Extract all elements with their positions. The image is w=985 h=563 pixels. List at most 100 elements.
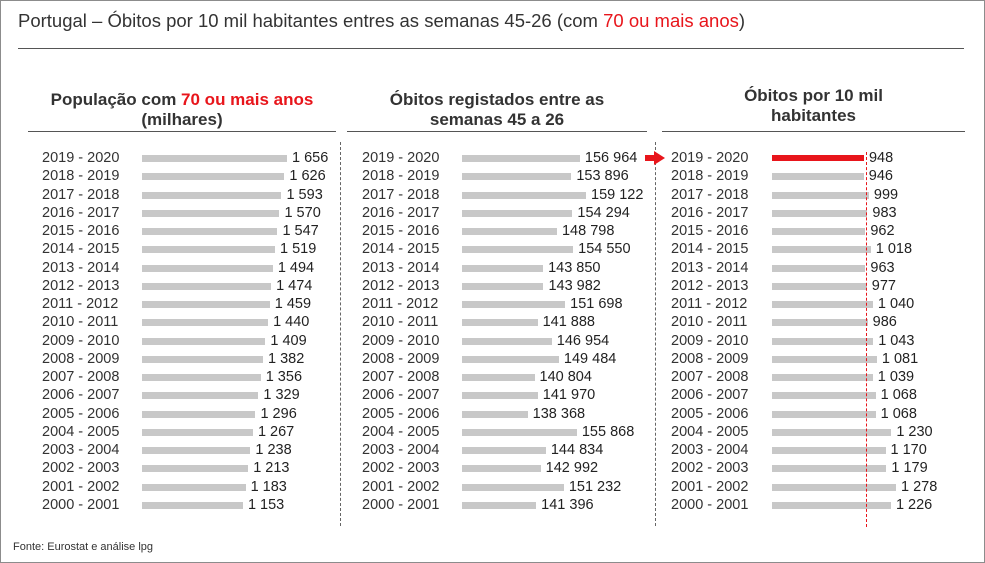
category-label-deaths: 2008 - 2009 (362, 350, 440, 367)
value-label-population: 1 238 (255, 442, 292, 458)
category-label-population: 2018 - 2019 (42, 168, 120, 185)
value-label-rate: 983 (872, 204, 897, 221)
category-label-rate: 2008 - 2009 (671, 350, 749, 367)
value-label-deaths: 148 798 (561, 223, 615, 239)
bar-population (142, 301, 270, 308)
category-label-population: 2009 - 2010 (42, 332, 120, 349)
category-label-deaths: 2018 - 2019 (362, 168, 440, 185)
value-label-population: 1 440 (273, 314, 310, 331)
value-label-rate: 1 068 (880, 387, 917, 404)
category-label-population: 2007 - 2008 (42, 369, 120, 385)
bar-deaths (462, 282, 544, 290)
category-label-rate: 2003 - 2004 (671, 442, 749, 458)
value-label-deaths: 154 550 (578, 241, 631, 258)
value-label-rate: 986 (872, 314, 897, 331)
value-label-deaths: 149 484 (563, 350, 617, 367)
value-label-deaths: 154 294 (577, 204, 630, 221)
category-label-population: 2008 - 2009 (42, 350, 120, 367)
category-label-deaths: 2010 - 2011 (362, 314, 439, 331)
value-label-population: 1 153 (247, 496, 285, 513)
category-label-deaths: 2017 - 2018 (362, 186, 440, 203)
category-label-deaths: 2004 - 2005 (362, 423, 440, 440)
bar-rate (772, 282, 867, 290)
category-label-rate: 2013 - 2014 (671, 259, 749, 276)
panel-divider-rate (662, 131, 965, 132)
category-label-population: 2001 - 2002 (42, 478, 120, 495)
bar-population (142, 501, 243, 509)
category-label-deaths: 2007 - 2008 (362, 369, 440, 385)
value-label-population: 1 329 (263, 387, 300, 404)
bar-population (142, 374, 261, 381)
bar-deaths (462, 264, 544, 272)
category-label-population: 2013 - 2014 (42, 259, 120, 276)
value-label-rate: 977 (871, 277, 896, 294)
category-label-population: 2005 - 2006 (42, 405, 120, 422)
category-label-rate: 2011 - 2012 (671, 296, 748, 312)
bar-deaths (462, 447, 546, 454)
bar-rate (772, 392, 876, 400)
category-label-population: 2016 - 2017 (42, 204, 120, 221)
value-label-population: 1 409 (270, 332, 307, 349)
bar-rate (772, 465, 887, 473)
source-note: Fonte: Eurostat e análise lpg (13, 541, 154, 553)
value-label-population: 1 570 (284, 204, 321, 221)
bar-population (142, 228, 278, 235)
value-label-rate: 1 018 (875, 241, 913, 258)
value-label-rate: 1 170 (890, 442, 927, 458)
value-label-rate: 1 039 (877, 369, 915, 385)
panel-divider-population (28, 131, 336, 132)
bar-rate (772, 264, 866, 272)
value-label-rate: 1 043 (878, 332, 915, 349)
category-label-deaths: 2015 - 2016 (362, 223, 440, 239)
category-label-rate: 2009 - 2010 (671, 332, 749, 349)
value-label-rate: 1 230 (896, 423, 933, 440)
category-label-rate: 2015 - 2016 (671, 223, 749, 239)
category-label-population: 2006 - 2007 (42, 387, 120, 404)
value-label-rate: 999 (873, 186, 899, 203)
category-label-rate: 2016 - 2017 (671, 204, 749, 221)
category-label-deaths: 2014 - 2015 (362, 241, 440, 258)
value-label-rate: 962 (870, 223, 895, 239)
category-label-population: 2017 - 2018 (42, 186, 120, 203)
bar-deaths (462, 337, 552, 345)
bar-deaths (462, 301, 566, 308)
value-label-deaths: 156 964 (584, 150, 638, 166)
bar-population (142, 282, 272, 290)
value-label-rate: 1 226 (895, 496, 933, 513)
bar-deaths (462, 428, 577, 436)
value-label-deaths: 153 896 (576, 168, 629, 185)
bar-population (142, 447, 251, 454)
value-label-deaths: 144 834 (550, 442, 604, 458)
category-label-deaths: 2000 - 2001 (362, 496, 440, 513)
category-label-rate: 2010 - 2011 (671, 314, 748, 331)
highlight-arrow-icon (645, 151, 665, 165)
value-label-rate: 1 081 (881, 350, 919, 367)
value-label-population: 1 382 (268, 350, 305, 367)
category-label-rate: 2007 - 2008 (671, 369, 749, 385)
bar-rate (772, 301, 873, 308)
value-label-deaths: 138 368 (532, 405, 586, 422)
value-label-population: 1 656 (292, 150, 329, 166)
bar-deaths (462, 209, 573, 217)
bar-deaths (462, 228, 557, 235)
bar-deaths (462, 319, 538, 327)
category-label-deaths: 2011 - 2012 (362, 296, 439, 312)
value-label-population: 1 267 (257, 423, 295, 440)
title-divider (18, 48, 964, 49)
category-label-rate: 2004 - 2005 (671, 423, 749, 440)
value-label-population: 1 626 (289, 168, 326, 185)
category-label-deaths: 2005 - 2006 (362, 405, 440, 422)
category-label-deaths: 2009 - 2010 (362, 332, 440, 349)
bar-deaths (462, 501, 537, 509)
bar-population (142, 319, 269, 327)
category-label-population: 2011 - 2012 (42, 296, 119, 312)
bar-deaths (462, 410, 528, 418)
bar-rate (772, 209, 868, 217)
category-label-deaths: 2002 - 2003 (362, 460, 440, 477)
category-label-population: 2002 - 2003 (42, 460, 120, 477)
category-label-rate: 2017 - 2018 (671, 186, 749, 203)
bar-rate-highlighted (772, 155, 864, 161)
bar-population (142, 191, 282, 199)
bar-rate (772, 319, 868, 327)
bar-deaths (462, 191, 586, 199)
